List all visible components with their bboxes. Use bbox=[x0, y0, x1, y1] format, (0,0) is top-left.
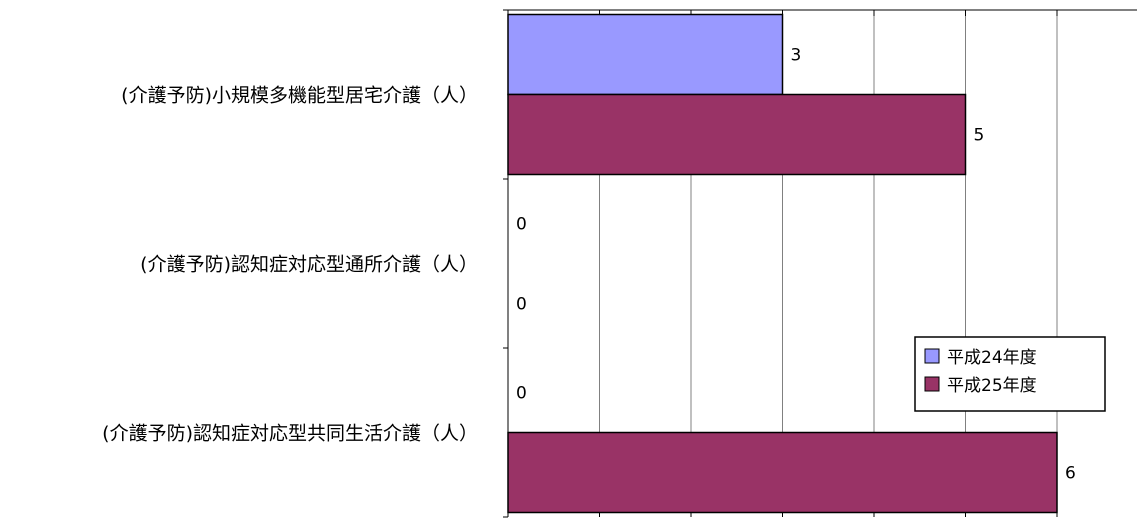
value-label: 0 bbox=[516, 215, 527, 235]
category-labels: (介護予防)小規模多機能型居宅介護（人） (介護予防)認知症対応型通所介護（人） (… bbox=[102, 85, 478, 445]
bars bbox=[507, 13, 1058, 514]
value-labels: 3 5 0 0 0 6 bbox=[516, 46, 1076, 484]
value-label: 5 bbox=[974, 126, 985, 146]
bar bbox=[507, 431, 1058, 514]
category-label: (介護予防)認知症対応型共同生活介護（人） bbox=[102, 423, 478, 445]
value-label: 3 bbox=[791, 46, 802, 66]
category-label: (介護予防)認知症対応型通所介護（人） bbox=[140, 254, 478, 276]
category-label: (介護予防)小規模多機能型居宅介護（人） bbox=[121, 85, 478, 107]
bar bbox=[507, 93, 967, 176]
value-label: 6 bbox=[1065, 464, 1076, 484]
legend-swatch bbox=[924, 376, 940, 392]
legend-box bbox=[914, 336, 1106, 412]
value-label: 0 bbox=[516, 384, 527, 404]
bar bbox=[507, 13, 784, 96]
legend-swatch bbox=[924, 348, 940, 364]
legend-label: 平成24年度 bbox=[947, 348, 1037, 368]
legend-label: 平成25年度 bbox=[947, 376, 1037, 396]
value-label: 0 bbox=[516, 295, 527, 315]
